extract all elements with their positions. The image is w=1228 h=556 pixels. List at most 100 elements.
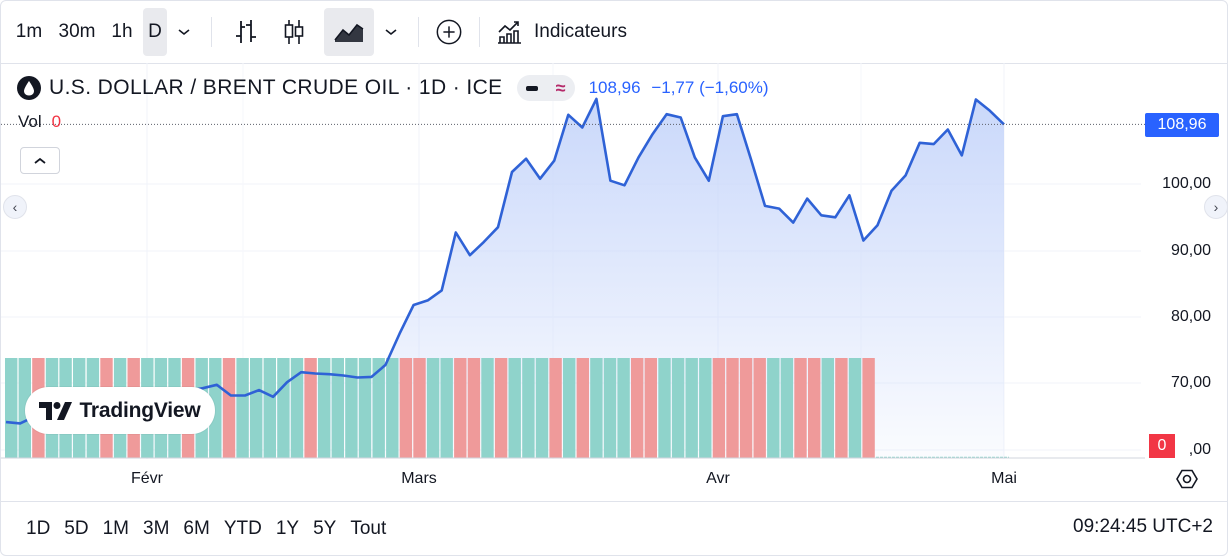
volume-bar — [277, 358, 290, 458]
indicators-label: Indicateurs — [534, 21, 627, 42]
volume-bar — [848, 358, 862, 458]
volume-bar — [685, 358, 698, 458]
volume-bar — [671, 358, 685, 458]
indicators-icon — [498, 21, 521, 44]
volume-bar — [835, 358, 848, 458]
legend-price-info: 108,96 −1,77 (−1,60%) — [589, 78, 769, 98]
indicators-button[interactable]: Indicateurs — [490, 8, 633, 56]
volume-bar — [331, 358, 344, 458]
area-style-button[interactable] — [324, 8, 374, 56]
toolbar-divider — [479, 17, 480, 47]
bottom-toolbar: 1D 5D 1M 3M 6M YTD 1Y 5Y Tout — [1, 501, 1227, 555]
volume-bar — [209, 358, 222, 458]
interval-1h-button[interactable]: 1h — [111, 21, 133, 42]
price-tick: 70,00 — [1170, 374, 1211, 391]
settings-icon[interactable] — [1175, 467, 1199, 491]
plus-circle-icon — [436, 19, 462, 45]
volume-bar — [535, 358, 549, 458]
volume-bar — [862, 358, 875, 458]
legend-toggle-pill[interactable]: ≈ — [516, 75, 575, 101]
legend-change: −1,77 (−1,60%) — [651, 78, 769, 97]
chart-style-dropdown[interactable] — [374, 8, 408, 56]
volume-bar — [712, 358, 726, 458]
oil-drop-icon — [17, 76, 41, 100]
scroll-left-button[interactable]: ‹ — [3, 195, 27, 219]
volume-bar — [440, 358, 453, 458]
range-1d-button[interactable]: 1D — [26, 518, 51, 539]
timezone-clock[interactable]: 09:24:45 UTC+2 — [1073, 516, 1213, 537]
compare-button[interactable] — [429, 8, 469, 56]
volume-bar — [617, 358, 630, 458]
candles-style-button[interactable] — [270, 8, 318, 56]
volume-bar — [699, 358, 712, 458]
range-1y-button[interactable]: 1Y — [275, 518, 300, 539]
volume-label: Vol — [18, 112, 42, 131]
toolbar-divider — [418, 17, 419, 47]
symbol-legend: U.S. DOLLAR / BRENT CRUDE OIL · 1D · ICE… — [17, 73, 769, 103]
range-5y-button[interactable]: 5Y — [313, 518, 337, 539]
interval-30m-button[interactable]: 30m — [58, 21, 96, 42]
volume-bar — [753, 358, 766, 458]
price-tick: 90,00 — [1170, 242, 1211, 259]
volume-bar — [658, 358, 671, 458]
volume-bar — [399, 358, 413, 458]
area-chart-icon — [334, 23, 364, 42]
volume-bar — [631, 358, 644, 458]
volume-bar — [522, 358, 535, 458]
volume-bar — [563, 358, 576, 458]
volume-bar — [603, 358, 617, 458]
time-tick: Avr — [706, 470, 730, 487]
range-6m-button[interactable]: 6M — [183, 518, 210, 539]
time-tick: Mars — [401, 470, 437, 487]
scroll-right-button[interactable]: › — [1204, 195, 1227, 219]
volume-bar — [372, 358, 385, 458]
volume-bar — [726, 358, 739, 458]
approx-icon[interactable]: ≈ — [555, 77, 566, 98]
collapse-legend-button[interactable] — [20, 147, 60, 174]
bar-chart-icon — [236, 20, 256, 43]
chevron-down-icon — [385, 29, 397, 36]
toolbar-divider — [211, 17, 212, 47]
range-all-button[interactable]: Tout — [350, 518, 387, 539]
price-tick: 80,00 — [1170, 308, 1211, 325]
range-5d-button[interactable]: 5D — [64, 518, 89, 539]
top-toolbar: 1m 30m 1h D — [1, 1, 1227, 64]
interval-dropdown[interactable] — [167, 8, 201, 56]
volume-bar — [739, 358, 753, 458]
volume-bar — [780, 358, 794, 458]
price-chart[interactable] — [1, 1, 1227, 501]
bars-style-button[interactable] — [222, 8, 270, 56]
volume-bar — [821, 358, 834, 458]
tradingview-logo-text: TradingView — [79, 398, 201, 422]
volume-bar — [590, 358, 603, 458]
volume-bar — [467, 358, 481, 458]
volume-bar — [644, 358, 657, 458]
volume-bar — [794, 358, 807, 458]
price-tick-partial: ,00 — [1188, 441, 1211, 458]
chevron-up-icon — [34, 157, 46, 164]
hide-icon[interactable] — [525, 85, 538, 91]
range-3m-button[interactable]: 3M — [143, 518, 170, 539]
volume-legend: Vol 0 — [18, 112, 61, 132]
volume-bar — [767, 358, 780, 458]
volume-bar — [576, 358, 589, 458]
volume-value: 0 — [51, 112, 62, 131]
price-tick: 100,00 — [1162, 175, 1211, 192]
symbol-title[interactable]: U.S. DOLLAR / BRENT CRUDE OIL · 1D · ICE — [49, 76, 503, 99]
legend-price: 108,96 — [588, 78, 641, 97]
volume-bar — [508, 358, 521, 458]
interval-1m-button[interactable]: 1m — [15, 21, 43, 42]
volume-bar — [454, 358, 467, 458]
volume-bar — [494, 358, 508, 458]
volume-bar — [290, 358, 304, 458]
range-1m-button[interactable]: 1M — [102, 518, 129, 539]
volume-bar — [386, 358, 399, 458]
volume-bar — [250, 358, 263, 458]
volume-bar — [263, 358, 276, 458]
time-tick: Mai — [991, 470, 1017, 487]
range-ytd-button[interactable]: YTD — [223, 518, 262, 539]
tradingview-logo[interactable]: TradingView — [25, 387, 215, 434]
volume-bar — [345, 358, 358, 458]
interval-d-button[interactable]: D — [143, 8, 167, 56]
